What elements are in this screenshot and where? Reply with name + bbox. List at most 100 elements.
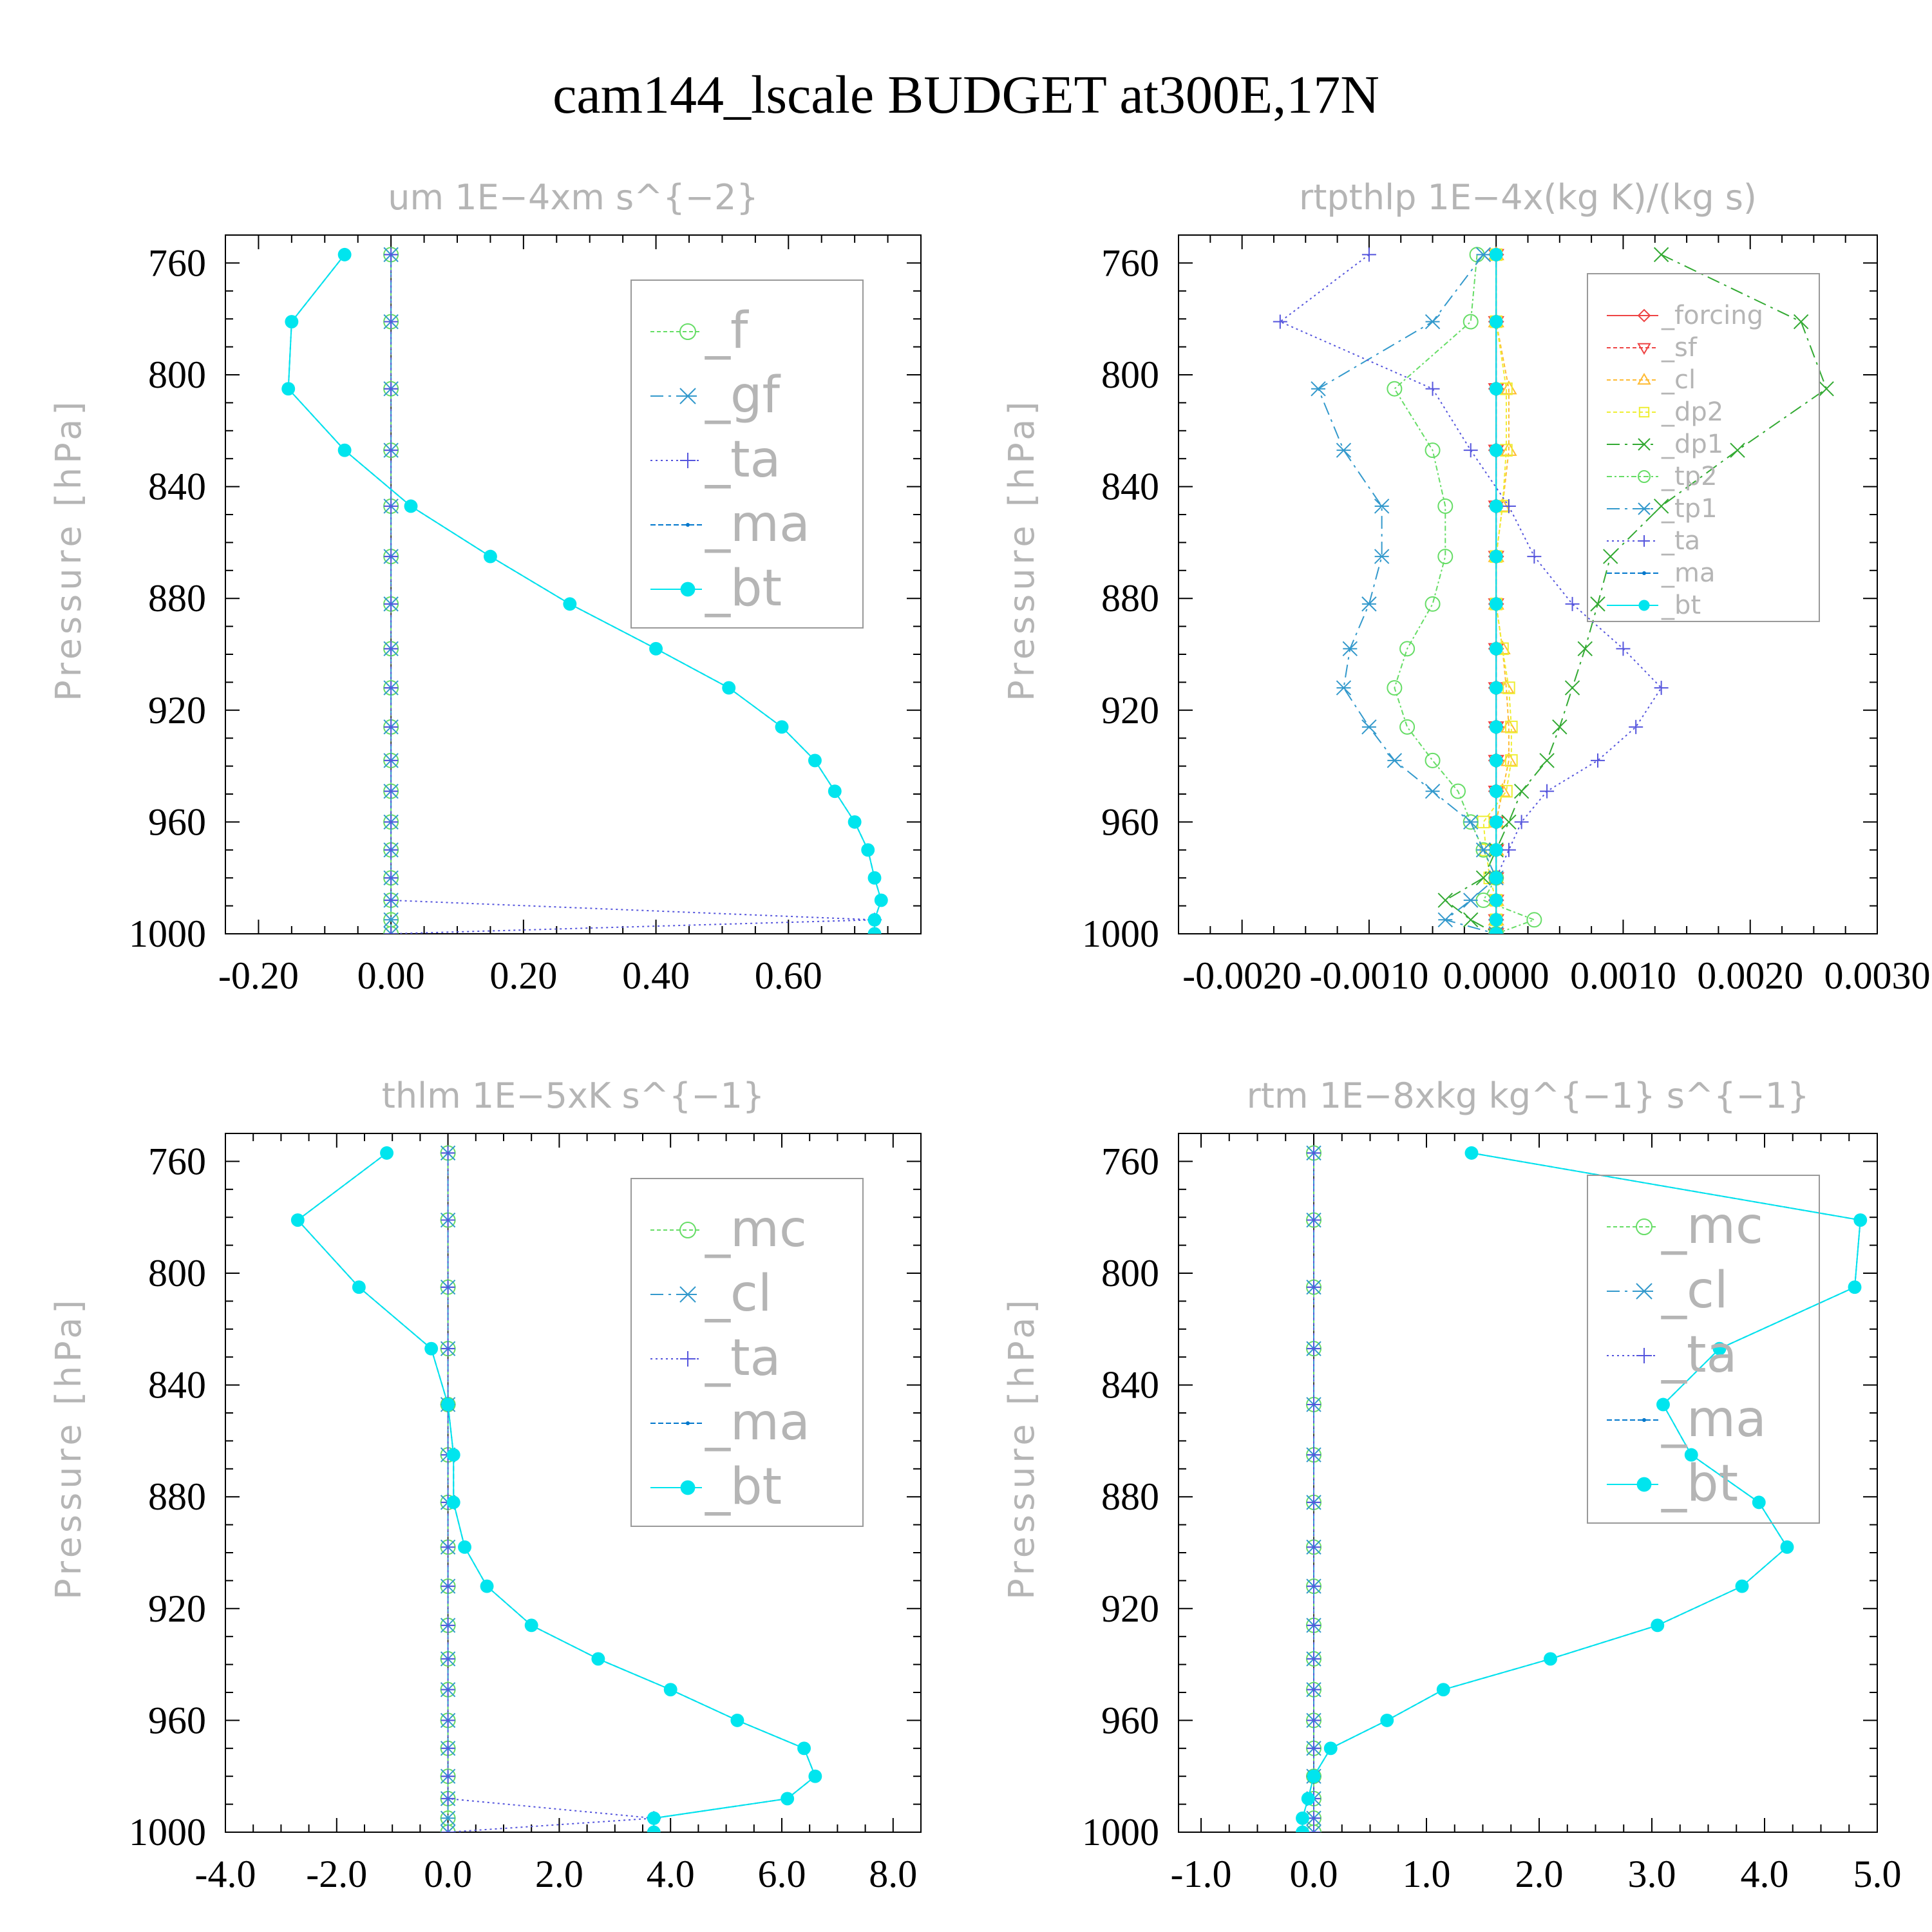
data-point [1489, 913, 1503, 927]
legend: _f _gf _ta _ma _bt [630, 279, 864, 629]
y-tick-label: 920 [148, 1587, 206, 1630]
legend-entry: _dp1 [1607, 430, 1723, 459]
data-point [1323, 1741, 1338, 1756]
legend-entry: _ta [650, 431, 781, 489]
data-point [1463, 912, 1479, 928]
legend-entry: _ma [1607, 1390, 1766, 1448]
y-tick-label: 840 [148, 1364, 206, 1406]
data-point [1361, 247, 1376, 262]
data-point [1629, 719, 1643, 734]
legend-marker [1637, 373, 1651, 385]
data-point [848, 815, 862, 829]
data-point [1712, 1341, 1727, 1356]
plot-area [290, 1145, 822, 1832]
y-tick-label: 760 [148, 1140, 206, 1182]
legend-marker [679, 323, 696, 340]
data-point [440, 1769, 455, 1784]
data-point [1780, 1540, 1794, 1554]
data-point [384, 596, 399, 611]
data-point [1489, 681, 1503, 695]
data-point [384, 549, 399, 564]
legend-label: _cl [1661, 365, 1696, 395]
legend-box [630, 279, 864, 629]
y-tick-label: 880 [1101, 1475, 1159, 1518]
data-point [1653, 247, 1669, 263]
data-point [867, 871, 882, 885]
x-tick-label: 0.0 [424, 1853, 472, 1895]
data-point [1475, 247, 1492, 263]
data-point [1591, 753, 1605, 768]
legend-entry: _mc [1607, 1197, 1763, 1255]
data-point [1306, 1824, 1321, 1832]
legend-label: _dp2 [1661, 397, 1723, 427]
legend-marker [1636, 1218, 1653, 1235]
legend-box [1587, 1175, 1820, 1524]
data-point [1301, 1792, 1315, 1806]
data-point [446, 1448, 460, 1462]
y-tick-label: 920 [148, 689, 206, 732]
data-point [1437, 498, 1454, 514]
data-point [440, 1810, 456, 1826]
legend-box [630, 1178, 864, 1527]
legend-marker [1642, 1418, 1646, 1422]
legend-marker [1638, 535, 1650, 547]
data-point [1489, 784, 1503, 799]
panel-rtm: rtm 1E−8xkg kg^{−1} s^{−1} Pressure [hPa]… [1001, 1075, 1902, 1895]
data-point [1463, 443, 1478, 458]
data-point [1387, 381, 1403, 397]
y-tick-label: 760 [1101, 242, 1159, 284]
data-point [384, 641, 399, 656]
legend-label: _mc [705, 1200, 807, 1258]
data-point [1307, 1540, 1321, 1555]
legend-entry: _forcing [1607, 301, 1763, 330]
data-point [1505, 754, 1518, 767]
data-point [458, 1540, 471, 1554]
data-point [1399, 641, 1416, 657]
data-point [1463, 814, 1479, 830]
data-point [380, 1146, 394, 1160]
data-point [808, 1769, 822, 1783]
legend-marker [1638, 502, 1651, 515]
data-point [867, 913, 882, 927]
legend-label: _ma [1661, 1390, 1766, 1448]
legend-marker [1636, 1348, 1652, 1363]
data-point [1526, 912, 1542, 928]
legend-marker [1642, 571, 1646, 575]
data-point [524, 1618, 538, 1633]
data-point [1489, 315, 1503, 328]
data-point [384, 893, 399, 907]
legend-label: _tp2 [1661, 462, 1718, 491]
data-point [828, 784, 842, 799]
legend-label: _ma [705, 1394, 810, 1452]
legend-marker [1636, 1477, 1652, 1492]
data-point [1307, 1341, 1321, 1356]
data-point [1853, 1213, 1868, 1227]
data-point [1307, 1397, 1321, 1412]
data-point [290, 1213, 305, 1227]
legend-label: _cl [705, 1265, 772, 1323]
x-tick-label: 0.0000 [1443, 954, 1549, 997]
y-tick-label: 760 [148, 242, 206, 284]
data-point [1296, 1811, 1309, 1825]
legend-label: _ma [705, 495, 810, 553]
legend-entry: _ta [1607, 526, 1700, 556]
data-point [1307, 1682, 1321, 1697]
plot-frame [225, 1133, 922, 1833]
legend-entry: _mc [650, 1200, 807, 1258]
data-point [663, 1683, 677, 1697]
data-point [1501, 814, 1517, 830]
legend-label: _ta [1661, 526, 1700, 556]
legend-marker [680, 582, 696, 597]
legend-entry: _cl [1607, 365, 1696, 395]
data-point [384, 927, 399, 934]
legend-label: _cl [1661, 1262, 1728, 1320]
data-point [1307, 1213, 1321, 1227]
y-tick-label: 880 [148, 1475, 206, 1518]
data-point [440, 1341, 455, 1356]
data-point [1307, 1280, 1321, 1294]
y-tick-label: 960 [1101, 800, 1159, 843]
data-point [1501, 498, 1516, 513]
y-tick-label: 920 [1101, 1587, 1159, 1630]
legend-label: _bt [705, 1458, 782, 1516]
